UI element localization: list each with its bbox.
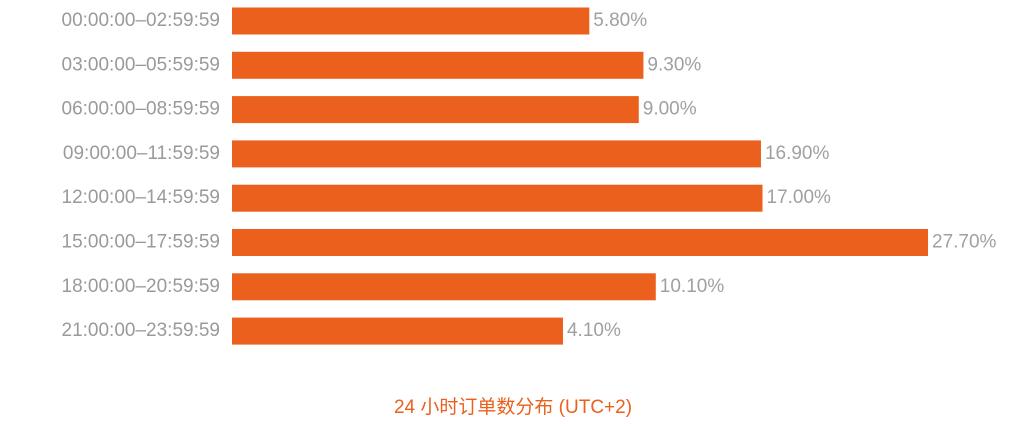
category-label: 09:00:00–11:59:59 [63, 143, 220, 164]
bar [232, 96, 639, 124]
category-label: 15:00:00–17:59:59 [62, 232, 221, 253]
chart-title: 24 小时订单数分布 (UTC+2) [394, 396, 632, 418]
category-label: 06:00:00–08:59:59 [62, 99, 221, 120]
bar [232, 184, 763, 212]
value-label: 16.90% [765, 143, 830, 164]
value-label: 4.10% [567, 320, 621, 341]
value-label: 27.70% [932, 232, 997, 253]
value-label: 5.80% [593, 10, 647, 31]
bar [232, 229, 928, 256]
bar [232, 51, 644, 79]
category-label: 03:00:00–05:59:59 [62, 54, 221, 75]
bar [232, 273, 656, 301]
value-label: 9.30% [647, 54, 701, 75]
category-label: 00:00:00–02:59:59 [62, 10, 221, 31]
category-label: 18:00:00–20:59:59 [62, 276, 221, 297]
bar [232, 140, 761, 168]
value-label: 9.00% [643, 99, 697, 120]
bar [232, 7, 590, 35]
value-label: 10.10% [660, 276, 725, 297]
category-label: 12:00:00–14:59:59 [62, 187, 221, 208]
category-label: 21:00:00–23:59:59 [62, 320, 221, 341]
value-label: 17.00% [767, 187, 832, 208]
bar [232, 317, 563, 345]
